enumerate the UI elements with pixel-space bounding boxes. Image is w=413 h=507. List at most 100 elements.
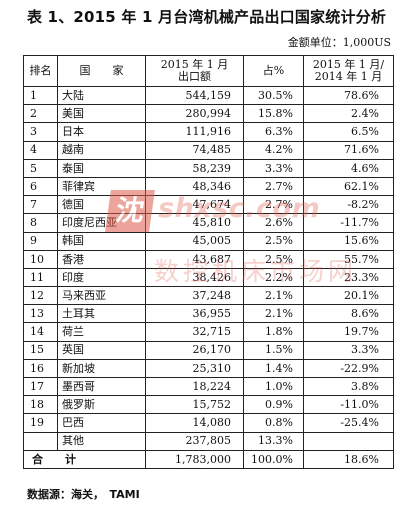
table-total-row: 合 计 1,783,000 100.0% 18.6% <box>23 449 394 469</box>
cell-growth: -11.0% <box>303 395 394 415</box>
cell-share: 2.7% <box>243 176 304 197</box>
cell-rank: 11 <box>23 267 58 288</box>
table-body: 1 大陆 544,159 30.5% 78.6% 2 美国 280,994 15.8% 2.4% 3… <box>23 85 394 451</box>
cell-growth: 8.6% <box>303 304 394 324</box>
cell-country: 大陆 <box>57 85 146 106</box>
cell-country: 菲律宾 <box>57 176 146 197</box>
cell-amount: 111,916 <box>145 122 244 142</box>
cell-rank: 6 <box>23 176 58 197</box>
cell-country: 香港 <box>57 249 146 269</box>
header-growth-line2: 2014 年 1 月 <box>314 70 383 83</box>
cell-country: 马来西亚 <box>57 286 146 306</box>
cell-share: 1.5% <box>243 340 304 360</box>
cell-rank: 19 <box>23 413 58 433</box>
cell-rank: 4 <box>23 140 58 160</box>
header-amount-line2: 出口额 <box>178 70 211 83</box>
table-row: 13 土耳其 36,955 2.1% 8.6% <box>23 304 394 324</box>
cell-amount: 45,005 <box>145 231 244 251</box>
table-row: 11 印度 38,426 2.2% 23.3% <box>23 267 394 288</box>
cell-growth: 19.7% <box>303 322 394 342</box>
header-rank: 排名 <box>23 55 58 87</box>
cell-growth: 55.7% <box>303 249 394 269</box>
header-amount-line1: 2015 年 1 月 <box>160 58 229 72</box>
table-row: 15 英国 26,170 1.5% 3.3% <box>23 340 394 360</box>
cell-growth: 78.6% <box>303 85 394 106</box>
cell-amount: 26,170 <box>145 340 244 360</box>
cell-amount: 544,159 <box>145 85 244 106</box>
header-growth: 2015 年 1 月/ 2014 年 1 月 <box>303 55 394 87</box>
cell-amount: 43,687 <box>145 249 244 269</box>
cell-amount: 237,805 <box>145 431 244 451</box>
cell-country: 土耳其 <box>57 304 146 324</box>
cell-country: 日本 <box>57 122 146 142</box>
table-row: 其他 237,805 13.3% <box>23 431 394 451</box>
cell-rank: 18 <box>23 395 58 415</box>
cell-share: 2.2% <box>243 267 304 288</box>
cell-share: 1.4% <box>243 358 304 379</box>
table-row: 10 香港 43,687 2.5% 55.7% <box>23 249 394 269</box>
cell-rank: 7 <box>23 195 58 215</box>
cell-growth: 62.1% <box>303 176 394 197</box>
table-row: 1 大陆 544,159 30.5% 78.6% <box>23 85 394 106</box>
cell-growth: 3.3% <box>303 340 394 360</box>
cell-rank: 10 <box>23 249 58 269</box>
table-row: 3 日本 111,916 6.3% 6.5% <box>23 122 394 142</box>
table-row: 18 俄罗斯 15,752 0.9% -11.0% <box>23 395 394 415</box>
table-row: 5 泰国 58,239 3.3% 4.6% <box>23 158 394 178</box>
cell-country: 美国 <box>57 104 146 124</box>
cell-country: 墨西哥 <box>57 376 146 397</box>
cell-growth: 4.6% <box>303 158 394 178</box>
cell-growth <box>303 431 394 451</box>
table-row: 12 马来西亚 37,248 2.1% 20.1% <box>23 286 394 306</box>
cell-growth: 2.4% <box>303 104 394 124</box>
cell-growth: -25.4% <box>303 413 394 433</box>
cell-country: 印度 <box>57 267 146 288</box>
cell-country: 新加坡 <box>57 358 146 379</box>
cell-amount: 74,485 <box>145 140 244 160</box>
cell-rank: 3 <box>23 122 58 142</box>
cell-rank: 5 <box>23 158 58 178</box>
cell-amount: 280,994 <box>145 104 244 124</box>
cell-growth: 3.8% <box>303 376 394 397</box>
cell-growth: 71.6% <box>303 140 394 160</box>
header-country: 国 家 <box>57 55 146 87</box>
cell-amount: 25,310 <box>145 358 244 379</box>
cell-amount: 37,248 <box>145 286 244 306</box>
cell-country: 英国 <box>57 340 146 360</box>
cell-amount: 14,080 <box>145 413 244 433</box>
cell-rank <box>23 431 58 451</box>
cell-share: 1.0% <box>243 376 304 397</box>
table-row: 4 越南 74,485 4.2% 71.6% <box>23 140 394 160</box>
cell-growth: 15.6% <box>303 231 394 251</box>
header-share: 占% <box>243 55 304 87</box>
cell-rank: 17 <box>23 376 58 397</box>
table-row: 8 印度尼西亚 45,810 2.6% -11.7% <box>23 213 394 233</box>
cell-amount: 58,239 <box>145 158 244 178</box>
cell-growth: -22.9% <box>303 358 394 379</box>
cell-rank: 8 <box>23 213 58 233</box>
table-header-row: 排名 国 家 2015 年 1 月 出口额 占% 2015 年 1 月/ 201… <box>23 55 394 87</box>
cell-growth: 20.1% <box>303 286 394 306</box>
cell-amount: 38,426 <box>145 267 244 288</box>
cell-share: 0.9% <box>243 395 304 415</box>
cell-rank: 1 <box>23 85 58 106</box>
cell-growth: 23.3% <box>303 267 394 288</box>
cell-rank: 2 <box>23 104 58 124</box>
table-row: 19 巴西 14,080 0.8% -25.4% <box>23 413 394 433</box>
cell-share: 15.8% <box>243 104 304 124</box>
table-row: 2 美国 280,994 15.8% 2.4% <box>23 104 394 124</box>
unit-note: 金额单位：1,000US <box>287 36 391 49</box>
table-row: 14 荷兰 32,715 1.8% 19.7% <box>23 322 394 342</box>
cell-rank: 14 <box>23 322 58 342</box>
cell-rank: 16 <box>23 358 58 379</box>
cell-rank: 13 <box>23 304 58 324</box>
cell-country: 巴西 <box>57 413 146 433</box>
cell-amount: 36,955 <box>145 304 244 324</box>
export-table: 排名 国 家 2015 年 1 月 出口额 占% 2015 年 1 月/ 201… <box>23 55 394 469</box>
cell-growth: 6.5% <box>303 122 394 142</box>
table-row: 9 韩国 45,005 2.5% 15.6% <box>23 231 394 251</box>
cell-country: 俄罗斯 <box>57 395 146 415</box>
cell-share: 2.6% <box>243 213 304 233</box>
cell-amount: 32,715 <box>145 322 244 342</box>
cell-share: 4.2% <box>243 140 304 160</box>
